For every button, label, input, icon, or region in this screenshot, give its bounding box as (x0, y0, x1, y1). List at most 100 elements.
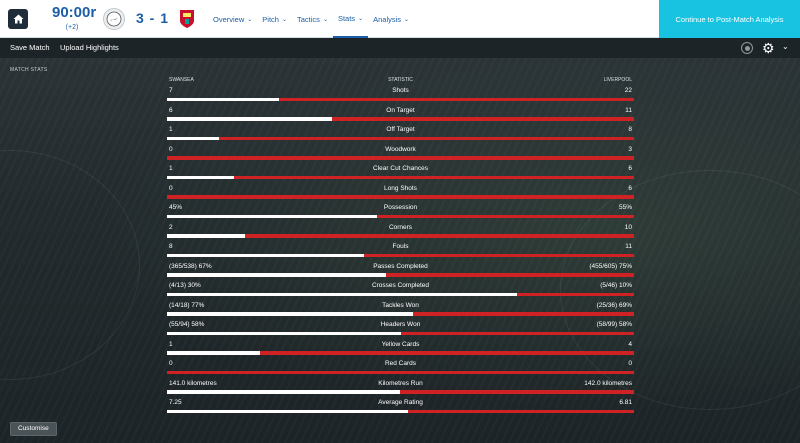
swan-icon (106, 11, 122, 27)
home-value: 45% (169, 204, 183, 211)
home-value: 6 (169, 106, 173, 114)
away-team-header: LIVERPOOL (603, 77, 632, 83)
stat-label: Corners (388, 223, 413, 231)
tab-label: Pitch (262, 14, 279, 24)
away-value: 11 (625, 243, 632, 250)
tab-analysis[interactable]: Analysis ⌄ (368, 0, 414, 38)
away-value: 4 (628, 340, 632, 348)
stat-label: On Target (386, 106, 415, 114)
chevron-down-icon: ⌄ (322, 16, 328, 23)
stat-row: Corners 2 10 (167, 222, 634, 242)
chevron-down-icon[interactable]: ⌄ (782, 42, 789, 51)
stat-row: Woodwork 0 3 (167, 144, 634, 164)
comparison-bar (167, 292, 634, 296)
home-value: 7.25 (169, 399, 182, 406)
comparison-bar (167, 312, 634, 316)
tab-tactics[interactable]: Tactics ⌄ (292, 0, 333, 38)
stat-row: On Target 6 11 (167, 105, 634, 125)
home-value: (14/18) 77% (169, 301, 205, 309)
tab-pitch[interactable]: Pitch ⌄ (257, 0, 292, 38)
home-team-header: SWANSEA (169, 77, 194, 83)
upload-highlights-button[interactable]: Upload Highlights (60, 43, 119, 52)
away-value: (5/46) 10% (600, 282, 632, 289)
stat-label: Tackles Won (382, 301, 419, 309)
comparison-bar (167, 195, 634, 199)
home-share-fill (167, 409, 408, 413)
home-value: 8 (169, 243, 173, 250)
away-value: 22 (624, 87, 632, 94)
stat-label: Average Rating (378, 399, 423, 406)
stat-row: Shots 7 22 (167, 85, 634, 105)
away-value: 55% (618, 204, 632, 211)
stat-label: Red Cards (384, 360, 417, 367)
home-value: 2 (169, 223, 173, 231)
action-bar: Save Match Upload Highlights ⚙ ⌄ (0, 38, 800, 58)
added-time: (+2) (65, 24, 79, 31)
home-value: 141.0 kilometres (169, 379, 217, 387)
stat-row: Tackles Won (14/18) 77% (25/36) 69% (167, 300, 634, 320)
home-share-fill (167, 136, 219, 140)
home-share-fill (167, 312, 414, 316)
liverbird-icon (180, 10, 194, 28)
home-value: 0 (169, 145, 173, 153)
stat-label: Kilometres Run (378, 379, 423, 387)
comparison-bar (167, 175, 634, 179)
away-value: (25/36) 69% (596, 301, 632, 309)
home-share-fill (167, 331, 401, 335)
save-match-button[interactable]: Save Match (10, 43, 50, 52)
home-value: (55/94) 58% (169, 321, 205, 328)
home-share-fill (167, 175, 234, 179)
away-value: (58/99) 58% (596, 321, 632, 328)
away-value: 10 (624, 223, 632, 231)
section-title: MATCH STATS (10, 67, 48, 73)
tab-stats[interactable]: Stats ⌄ (332, 0, 369, 38)
stat-label: Long Shots (384, 184, 417, 192)
liverpool-crest-icon (179, 8, 195, 30)
comparison-bar (167, 370, 634, 374)
home-icon (13, 14, 23, 24)
stat-label: Headers Won (380, 321, 421, 328)
stat-label: Possession (383, 204, 418, 211)
comparison-bar (167, 136, 634, 140)
chevron-down-icon: ⌄ (358, 15, 364, 22)
home-value: 1 (169, 165, 173, 172)
match-header: 90:00r (+2) 3 - 1 Overview ⌄ Pitch ⌄ (0, 0, 800, 38)
away-value: (455/605) 75% (589, 262, 632, 270)
comparison-bar (167, 156, 634, 160)
customise-button[interactable]: Customise (10, 422, 57, 436)
comparison-bar (167, 97, 634, 101)
match-clock: 90:00r (52, 4, 97, 21)
home-share-fill (167, 97, 280, 101)
comparison-bar (167, 253, 634, 257)
comparison-bar (167, 117, 634, 121)
away-value: 0 (628, 360, 632, 367)
away-value: 11 (625, 106, 632, 114)
swansea-crest-icon (103, 8, 125, 30)
home-share-fill (167, 292, 518, 296)
stat-label: Crosses Completed (371, 282, 430, 289)
stat-label: Off Target (386, 126, 415, 133)
home-button[interactable] (8, 9, 28, 29)
stat-row: Crosses Completed (4/13) 30% (5/46) 10% (167, 280, 634, 300)
stat-row: Off Target 1 8 (167, 124, 634, 144)
home-value: 0 (169, 360, 173, 367)
stat-label: Fouls (392, 243, 409, 250)
settings-icon[interactable]: ⚙ (762, 40, 775, 56)
away-value: 6 (628, 165, 632, 172)
home-value: 1 (169, 126, 173, 133)
stat-row: Possession 45% 55% (167, 202, 634, 222)
home-share-fill (167, 273, 387, 277)
tab-overview[interactable]: Overview ⌄ (208, 0, 257, 38)
stat-label: Yellow Cards (381, 340, 420, 348)
home-share-fill (167, 234, 245, 238)
stats-table: SWANSEA STATISTIC LIVERPOOL Shots 7 22 On T… (167, 75, 634, 417)
away-value: 3 (628, 145, 632, 153)
stats-rows: Shots 7 22 On Target 6 11 Off Target 1 8 Woodwork… (167, 85, 634, 417)
tab-label: Overview (213, 14, 245, 24)
continue-button[interactable]: Continue to Post-Match Analysis (659, 0, 800, 38)
record-icon[interactable] (741, 42, 753, 54)
away-value: 6 (628, 184, 632, 192)
home-share-fill (167, 253, 364, 257)
stat-row: Long Shots 0 6 (167, 183, 634, 203)
